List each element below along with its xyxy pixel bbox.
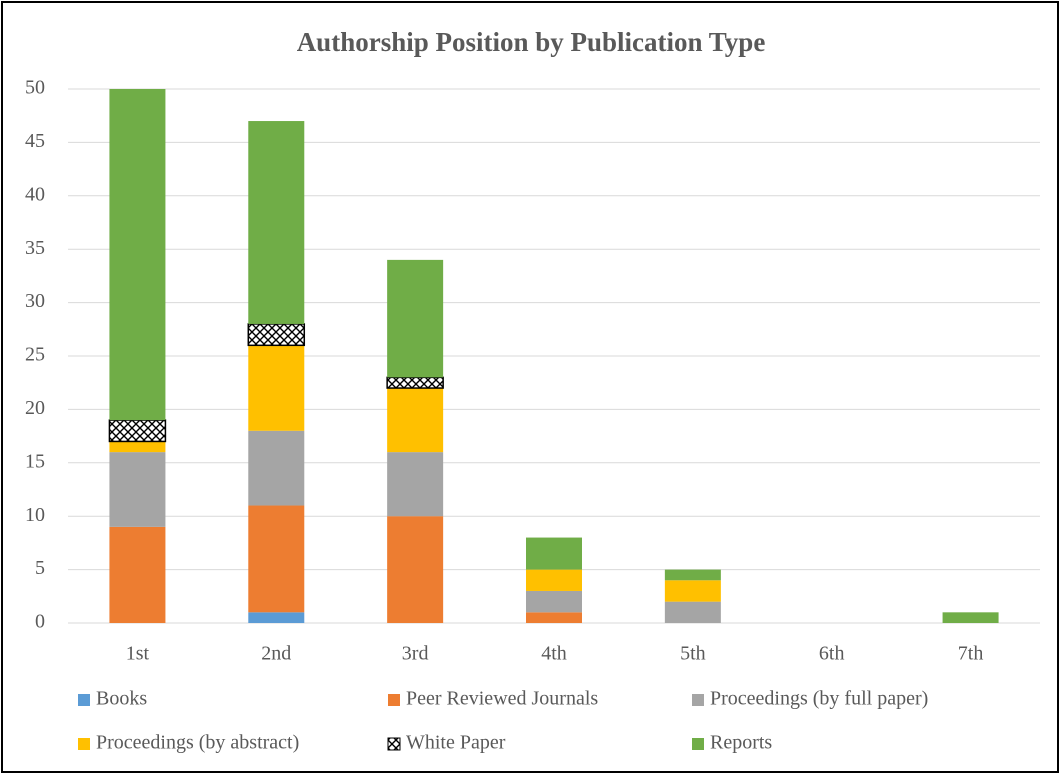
bar-segment: [109, 441, 166, 453]
x-tick-label: 4th: [541, 643, 567, 665]
y-tick-label: 5: [35, 557, 45, 579]
legend-marker: [78, 694, 90, 706]
x-tick-label: 6th: [819, 643, 845, 665]
y-tick-label: 20: [25, 397, 45, 419]
x-tick-label: 2nd: [261, 643, 291, 665]
legend-label: Peer Reviewed Journals: [406, 688, 598, 710]
bar-segment: [526, 537, 582, 570]
legend-label: Proceedings (by full paper): [710, 688, 928, 710]
bar-segment: [387, 259, 444, 378]
legend-label: White Paper: [406, 732, 506, 754]
chart-title: Authorship Position by Publication Type: [297, 27, 766, 57]
bar-segment: [108, 419, 167, 443]
y-tick-label: 40: [25, 183, 45, 205]
y-tick-label: 30: [25, 290, 45, 312]
bar-segment: [109, 526, 166, 623]
bar-segment: [386, 376, 444, 389]
y-tick-label: 35: [25, 237, 45, 259]
bar-segment: [109, 89, 166, 421]
bar-segment: [526, 569, 582, 591]
bar-segment: [248, 345, 305, 431]
x-tick-label: 1st: [126, 643, 150, 665]
bar-segment: [664, 569, 721, 581]
legend-label: Books: [96, 688, 147, 710]
bar-segment: [526, 612, 582, 623]
y-tick-label: 0: [35, 611, 45, 633]
x-tick-label: 5th: [680, 643, 706, 665]
bar-segment: [248, 612, 305, 623]
y-tick-label: 50: [25, 77, 45, 99]
y-tick-label: 10: [25, 504, 45, 526]
bar-segment: [526, 590, 582, 613]
bar-segment: [387, 452, 444, 517]
bar-segment: [109, 452, 166, 527]
bar-segment: [387, 516, 444, 623]
x-tick-label: 7th: [958, 643, 984, 665]
y-tick-label: 15: [25, 450, 45, 472]
legend-marker: [692, 738, 704, 750]
bar-segment: [942, 612, 999, 623]
bar-segment: [248, 121, 305, 324]
legend-label: Proceedings (by abstract): [96, 732, 299, 754]
legend-label: Reports: [710, 732, 772, 754]
y-tick-label: 45: [25, 130, 45, 152]
bar-segment: [247, 323, 306, 347]
legend-marker: [78, 738, 90, 750]
y-tick-label: 25: [25, 344, 45, 366]
legend-marker: [388, 694, 400, 706]
x-tick-label: 3rd: [402, 643, 429, 665]
bar-segment: [664, 580, 721, 602]
bar-segment: [248, 430, 305, 506]
bar-segment: [248, 505, 305, 613]
bar-segment: [664, 601, 721, 623]
bar-segment: [387, 388, 444, 453]
legend-marker: [387, 737, 401, 751]
legend-marker: [692, 694, 704, 706]
